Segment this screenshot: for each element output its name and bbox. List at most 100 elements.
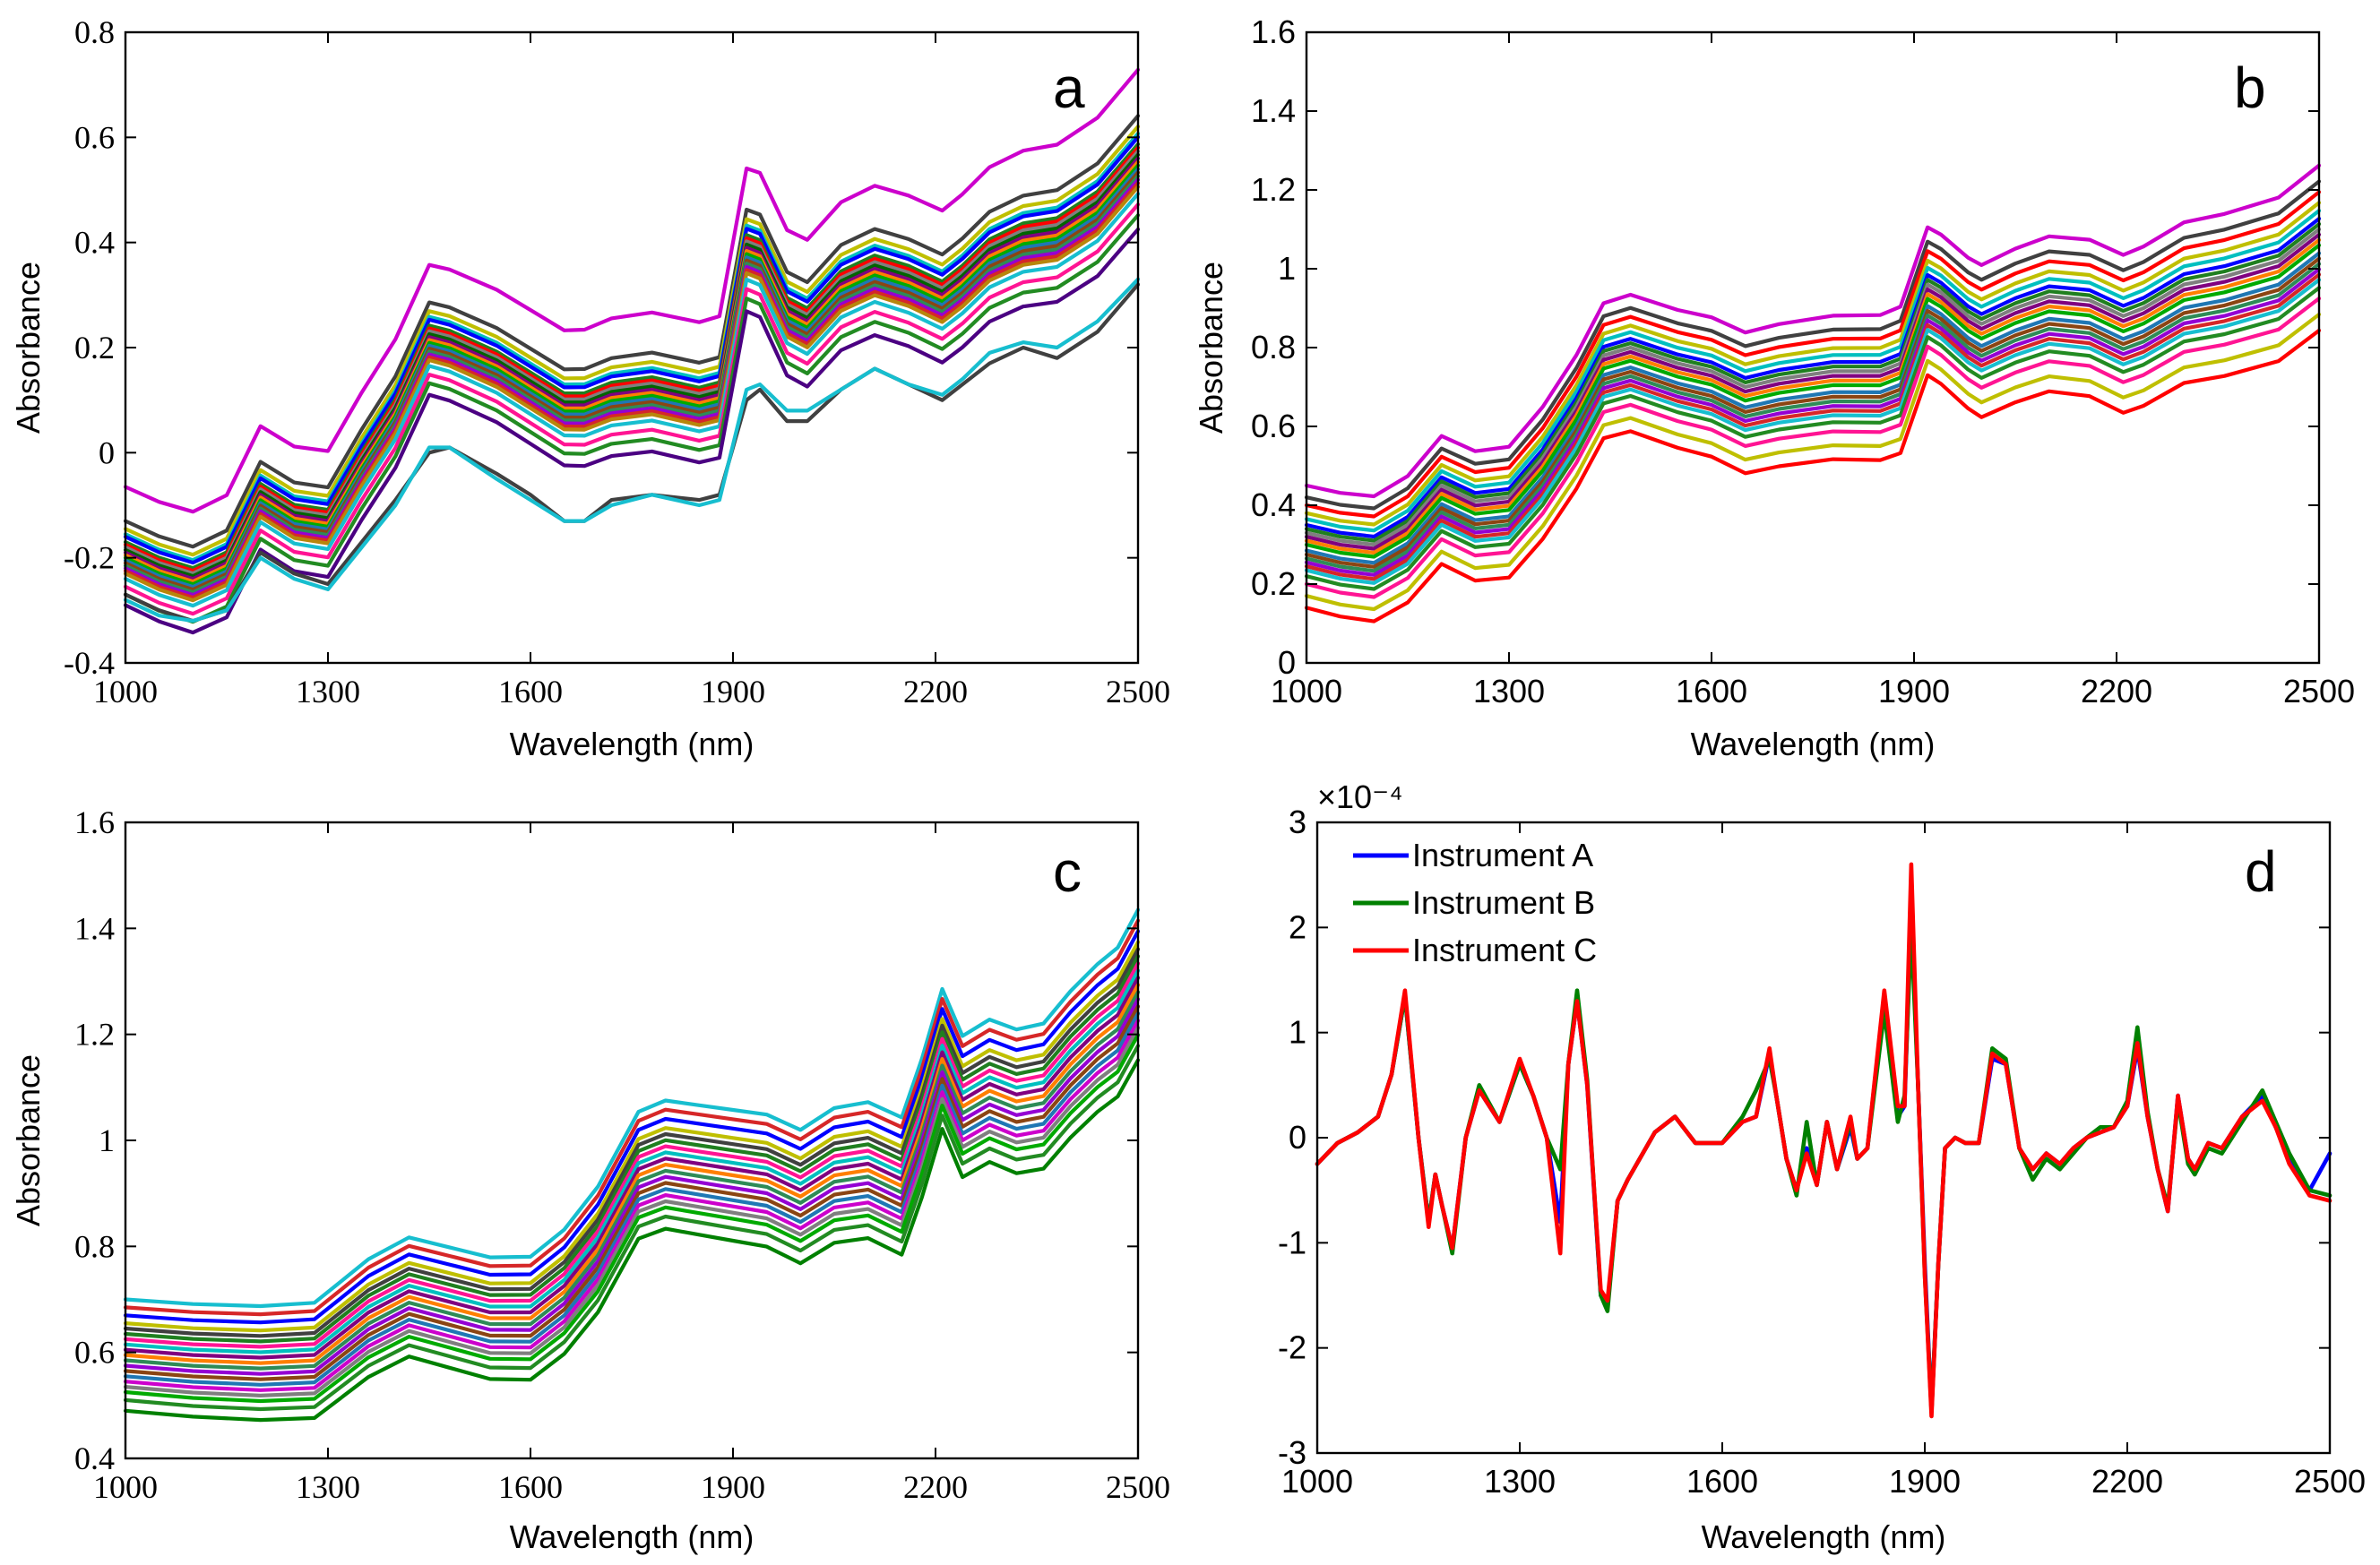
panel-d-legend: Instrument A Instrument B Instrument C [1353,837,1597,968]
c-ytick-label: 1.6 [74,804,115,840]
c-xtick-label: 2500 [1106,1469,1170,1505]
b-xtick-label: 1300 [1473,673,1545,709]
panel-a-ticks: 1000 1300 1600 1900 2200 2500 -0.4 -0.2 0 0.2 0.4 0… [64,14,1170,709]
b-spectrum-line-2 [1304,179,2322,511]
panel-c: 1000 1300 1600 1900 2200 2500 0.4 0.6 0.8 1 1.2 1.4… [10,804,1170,1555]
c-ytick-label: 1.2 [74,1017,115,1053]
b-ytick-label: 1.6 [1251,13,1296,50]
a-spectrum-line-6 [123,142,1141,571]
b-ytick-label: 1.2 [1251,171,1296,208]
d-ytick-label: 3 [1289,804,1306,840]
a-ytick-label: -0.4 [64,645,115,681]
b-xtick-label: 1000 [1271,673,1342,709]
b-spectrum-line-7 [1304,222,2322,543]
panel-c-letter: c [1053,839,1082,904]
b-xtick-label: 1900 [1878,673,1950,709]
c-spectrum-line-13 [123,1004,1141,1381]
a-spectrum-line-4 [123,132,1141,563]
panel-b: 1000 1300 1600 1900 2200 2500 0 0.2 0.4 0.6 0.8 1 1.… [1193,13,2355,762]
c-ytick-label: 0.8 [74,1228,115,1264]
c-spectrum-line-10 [123,983,1141,1365]
c-spectrum-line-8 [123,968,1141,1354]
panel-a-letter: a [1053,56,1085,120]
b-spectrum-line-15 [1304,267,2322,577]
b-spectrum-line-19 [1304,297,2322,599]
c-spectrum-line-18 [123,1044,1141,1412]
panel-a: 1000 1300 1600 1900 2200 2500 -0.4 -0.2 0 0.2 0.4 0… [10,14,1170,762]
a-spectrum-line-11 [123,159,1141,584]
a-xtick-label: 1000 [93,674,158,709]
b-spectrum-line-8 [1304,227,2322,547]
series-instrument-a-line [1315,904,2333,1414]
a-ytick-label: 0.4 [74,225,115,261]
panel-c-ticks: 1000 1300 1600 1900 2200 2500 0.4 0.6 0.8 1 1.2 1.4… [74,804,1170,1505]
b-spectrum-line-14 [1304,262,2322,573]
a-ytick-label: 0.6 [74,119,115,155]
a-spectrum-line-17 [123,181,1141,600]
a-spectrum-line-12 [123,163,1141,587]
panel-b-lines [1304,163,2322,623]
a-spectrum-line-8 [123,149,1141,576]
c-xtick-label: 2200 [903,1469,968,1505]
a-outlier-spectrum-line-2 [123,277,1141,623]
c-spectrum-line-1 [123,907,1141,1309]
c-spectrum-line-17 [123,1033,1141,1404]
c-spectrum-line-5 [123,947,1141,1338]
a-spectrum-line-3 [123,125,1141,557]
a-ytick-label: 0 [99,434,115,470]
d-xtick-label: 2500 [2294,1463,2366,1500]
panel-a-ylabel: Absorbance [10,262,47,434]
a-ytick-label: 0.2 [74,330,115,365]
c-ytick-label: 0.4 [74,1440,115,1476]
d-ytick-label: -1 [1278,1224,1306,1260]
d-ytick-label: 2 [1289,908,1306,945]
panel-b-axes-frame [1305,30,2321,665]
a-spectrum-line-2 [123,114,1141,549]
a-spectrum-line-1 [123,67,1141,514]
b-ytick-label: 0.8 [1251,329,1296,365]
c-xtick-label: 1000 [93,1469,158,1505]
b-spectrum-line-5 [1304,209,2322,533]
a-spectrum-line-20 [123,202,1141,616]
b-xtick-label: 2500 [2283,673,2355,709]
d-ytick-label: -3 [1278,1434,1306,1471]
c-spectrum-line-4 [123,940,1141,1333]
c-spectrum-line-6 [123,954,1141,1344]
b-ytick-label: 0 [1278,644,1296,681]
b-xtick-label: 2200 [2081,673,2152,709]
panel-b-letter: b [2234,56,2266,120]
a-xtick-label: 1600 [498,674,563,709]
panel-c-xlabel: Wavelength (nm) [510,1518,755,1555]
b-ytick-label: 1.4 [1251,92,1296,129]
b-spectrum-line-21 [1304,328,2322,623]
b-spectrum-line-1 [1304,163,2322,499]
panel-a-lines [123,67,1141,635]
series-instrument-b-line [1315,925,2333,1414]
d-xtick-label: 1000 [1281,1463,1353,1500]
d-xtick-label: 1900 [1889,1463,1961,1500]
legend-label-instrument-a: Instrument A [1412,837,1593,873]
a-spectrum-line-18 [123,185,1141,603]
a-spectrum-line-9 [123,152,1141,579]
c-ytick-label: 0.6 [74,1335,115,1371]
a-spectrum-line-14 [123,170,1141,592]
a-spectrum-line-7 [123,145,1141,573]
a-spectrum-line-19 [123,192,1141,608]
b-spectrum-line-16 [1304,272,2322,581]
panel-d-multiplier: ×10⁻⁴ [1317,778,1403,815]
a-spectrum-line-16 [123,177,1141,598]
c-ytick-label: 1 [99,1122,115,1158]
panel-b-ticks: 1000 1300 1600 1900 2200 2500 0 0.2 0.4 0.6 0.8 1 1.… [1251,13,2355,709]
a-xtick-label: 1300 [296,674,360,709]
panel-d-ticks: 1000 1300 1600 1900 2200 2500 -3 -2 -1 0 1 2 3 [1278,804,2366,1500]
a-spectrum-line-5 [123,134,1141,565]
b-spectrum-line-17 [1304,278,2322,585]
panel-d: 1000 1300 1600 1900 2200 2500 -3 -2 -1 0 1 2 3 ×10⁻⁴… [1278,778,2366,1555]
b-ytick-label: 0.4 [1251,486,1296,523]
d-xtick-label: 2200 [2091,1463,2163,1500]
legend-label-instrument-b: Instrument B [1412,884,1595,921]
legend-label-instrument-c: Instrument C [1412,932,1597,968]
b-spectrum-line-18 [1304,286,2322,591]
a-xtick-label: 2500 [1106,674,1170,709]
